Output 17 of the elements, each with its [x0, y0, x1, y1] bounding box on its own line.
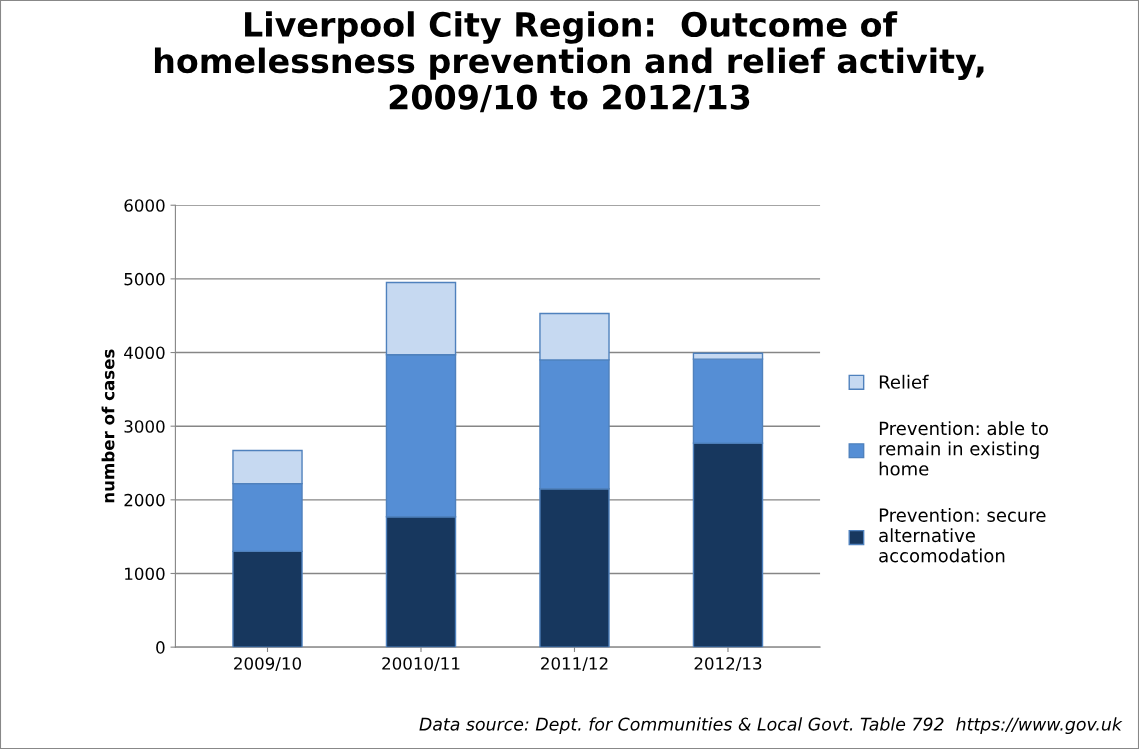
chart-title: Liverpool City Region: Outcome of homelessness prevention and relief activity, 2009/10 to 2012/13 [154, 11, 984, 113]
x-tick-label: 20010/11 [382, 657, 460, 672]
y-tick-label: 2000 [124, 493, 165, 507]
y-tick-label: 6000 [124, 199, 165, 212]
y-tick-label: 5000 [124, 272, 165, 286]
y-tick-label: 3000 [124, 420, 165, 433]
y-tick-label: 0 [156, 641, 165, 654]
source-note: Data source: Dept. for Communities & Local Govt. Table 792 https://www.gov.uk [419, 717, 1123, 735]
y-axis-title: number of cases [101, 349, 115, 503]
legend-label: Relief [879, 374, 929, 389]
y-tick-label: 1000 [125, 567, 165, 581]
x-tick-label: 2009/10 [234, 657, 302, 672]
legend-label: Prevention: secure alternative accomodation [879, 508, 1046, 563]
x-tick-label: 2011/12 [541, 657, 608, 672]
legend-label: Prevention: able to remain in existing home [879, 421, 1048, 476]
y-tick-label: 4000 [124, 346, 165, 360]
x-tick-label: 2012/13 [694, 657, 762, 672]
